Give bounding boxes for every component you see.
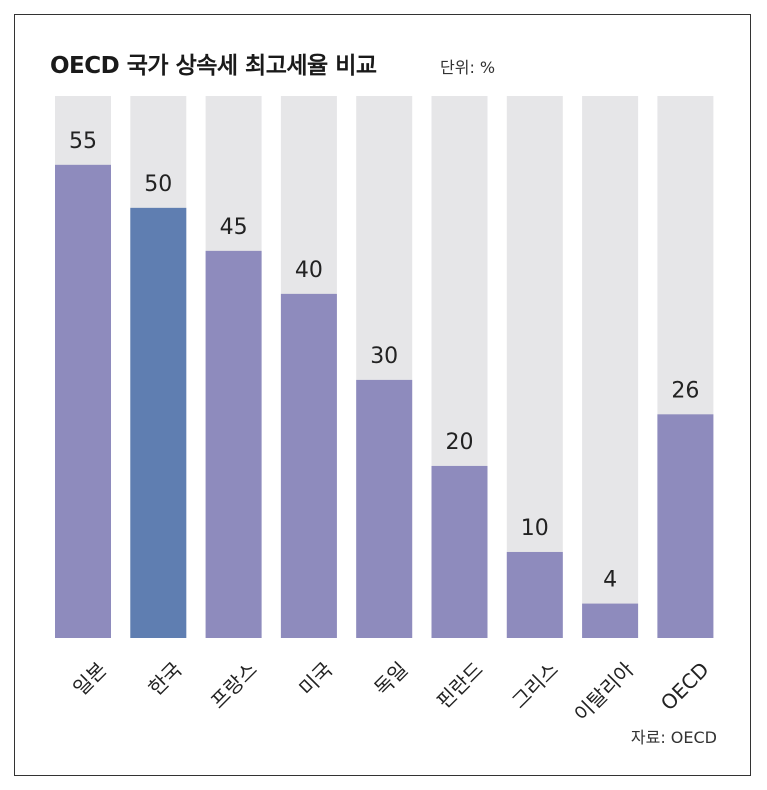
data-label: 30 bbox=[370, 344, 398, 369]
data-label: 4 bbox=[603, 568, 617, 593]
category-label: OECD bbox=[656, 657, 714, 715]
bar bbox=[506, 551, 563, 638]
category-label: 미국 bbox=[294, 657, 337, 700]
data-label: 10 bbox=[521, 516, 549, 541]
category-label: 이탈리아 bbox=[569, 657, 638, 726]
bar bbox=[582, 603, 639, 638]
data-label: 26 bbox=[671, 378, 699, 403]
category-label: 그리스 bbox=[507, 657, 563, 713]
data-label: 45 bbox=[220, 215, 248, 240]
data-label: 40 bbox=[295, 258, 323, 283]
bar bbox=[356, 379, 413, 638]
category-label: 일본 bbox=[68, 657, 111, 700]
category-label: 프랑스 bbox=[206, 657, 262, 713]
data-label: 20 bbox=[446, 430, 474, 455]
bar bbox=[431, 465, 488, 638]
bar bbox=[280, 293, 337, 638]
bar-track bbox=[582, 96, 639, 638]
bar bbox=[55, 164, 111, 639]
data-label: 50 bbox=[144, 172, 172, 197]
bar bbox=[205, 250, 262, 638]
source-note: 자료: OECD bbox=[630, 728, 717, 747]
unit-label: 단위: % bbox=[440, 58, 496, 77]
bar bbox=[657, 414, 714, 638]
bar-track bbox=[506, 96, 563, 638]
data-label: 55 bbox=[69, 129, 97, 154]
bar bbox=[130, 207, 187, 639]
category-label: 핀란드 bbox=[432, 657, 488, 713]
category-label: 독일 bbox=[369, 657, 412, 700]
chart-title: OECD 국가 상속세 최고세율 비교 bbox=[50, 53, 377, 79]
category-label: 한국 bbox=[144, 657, 187, 700]
